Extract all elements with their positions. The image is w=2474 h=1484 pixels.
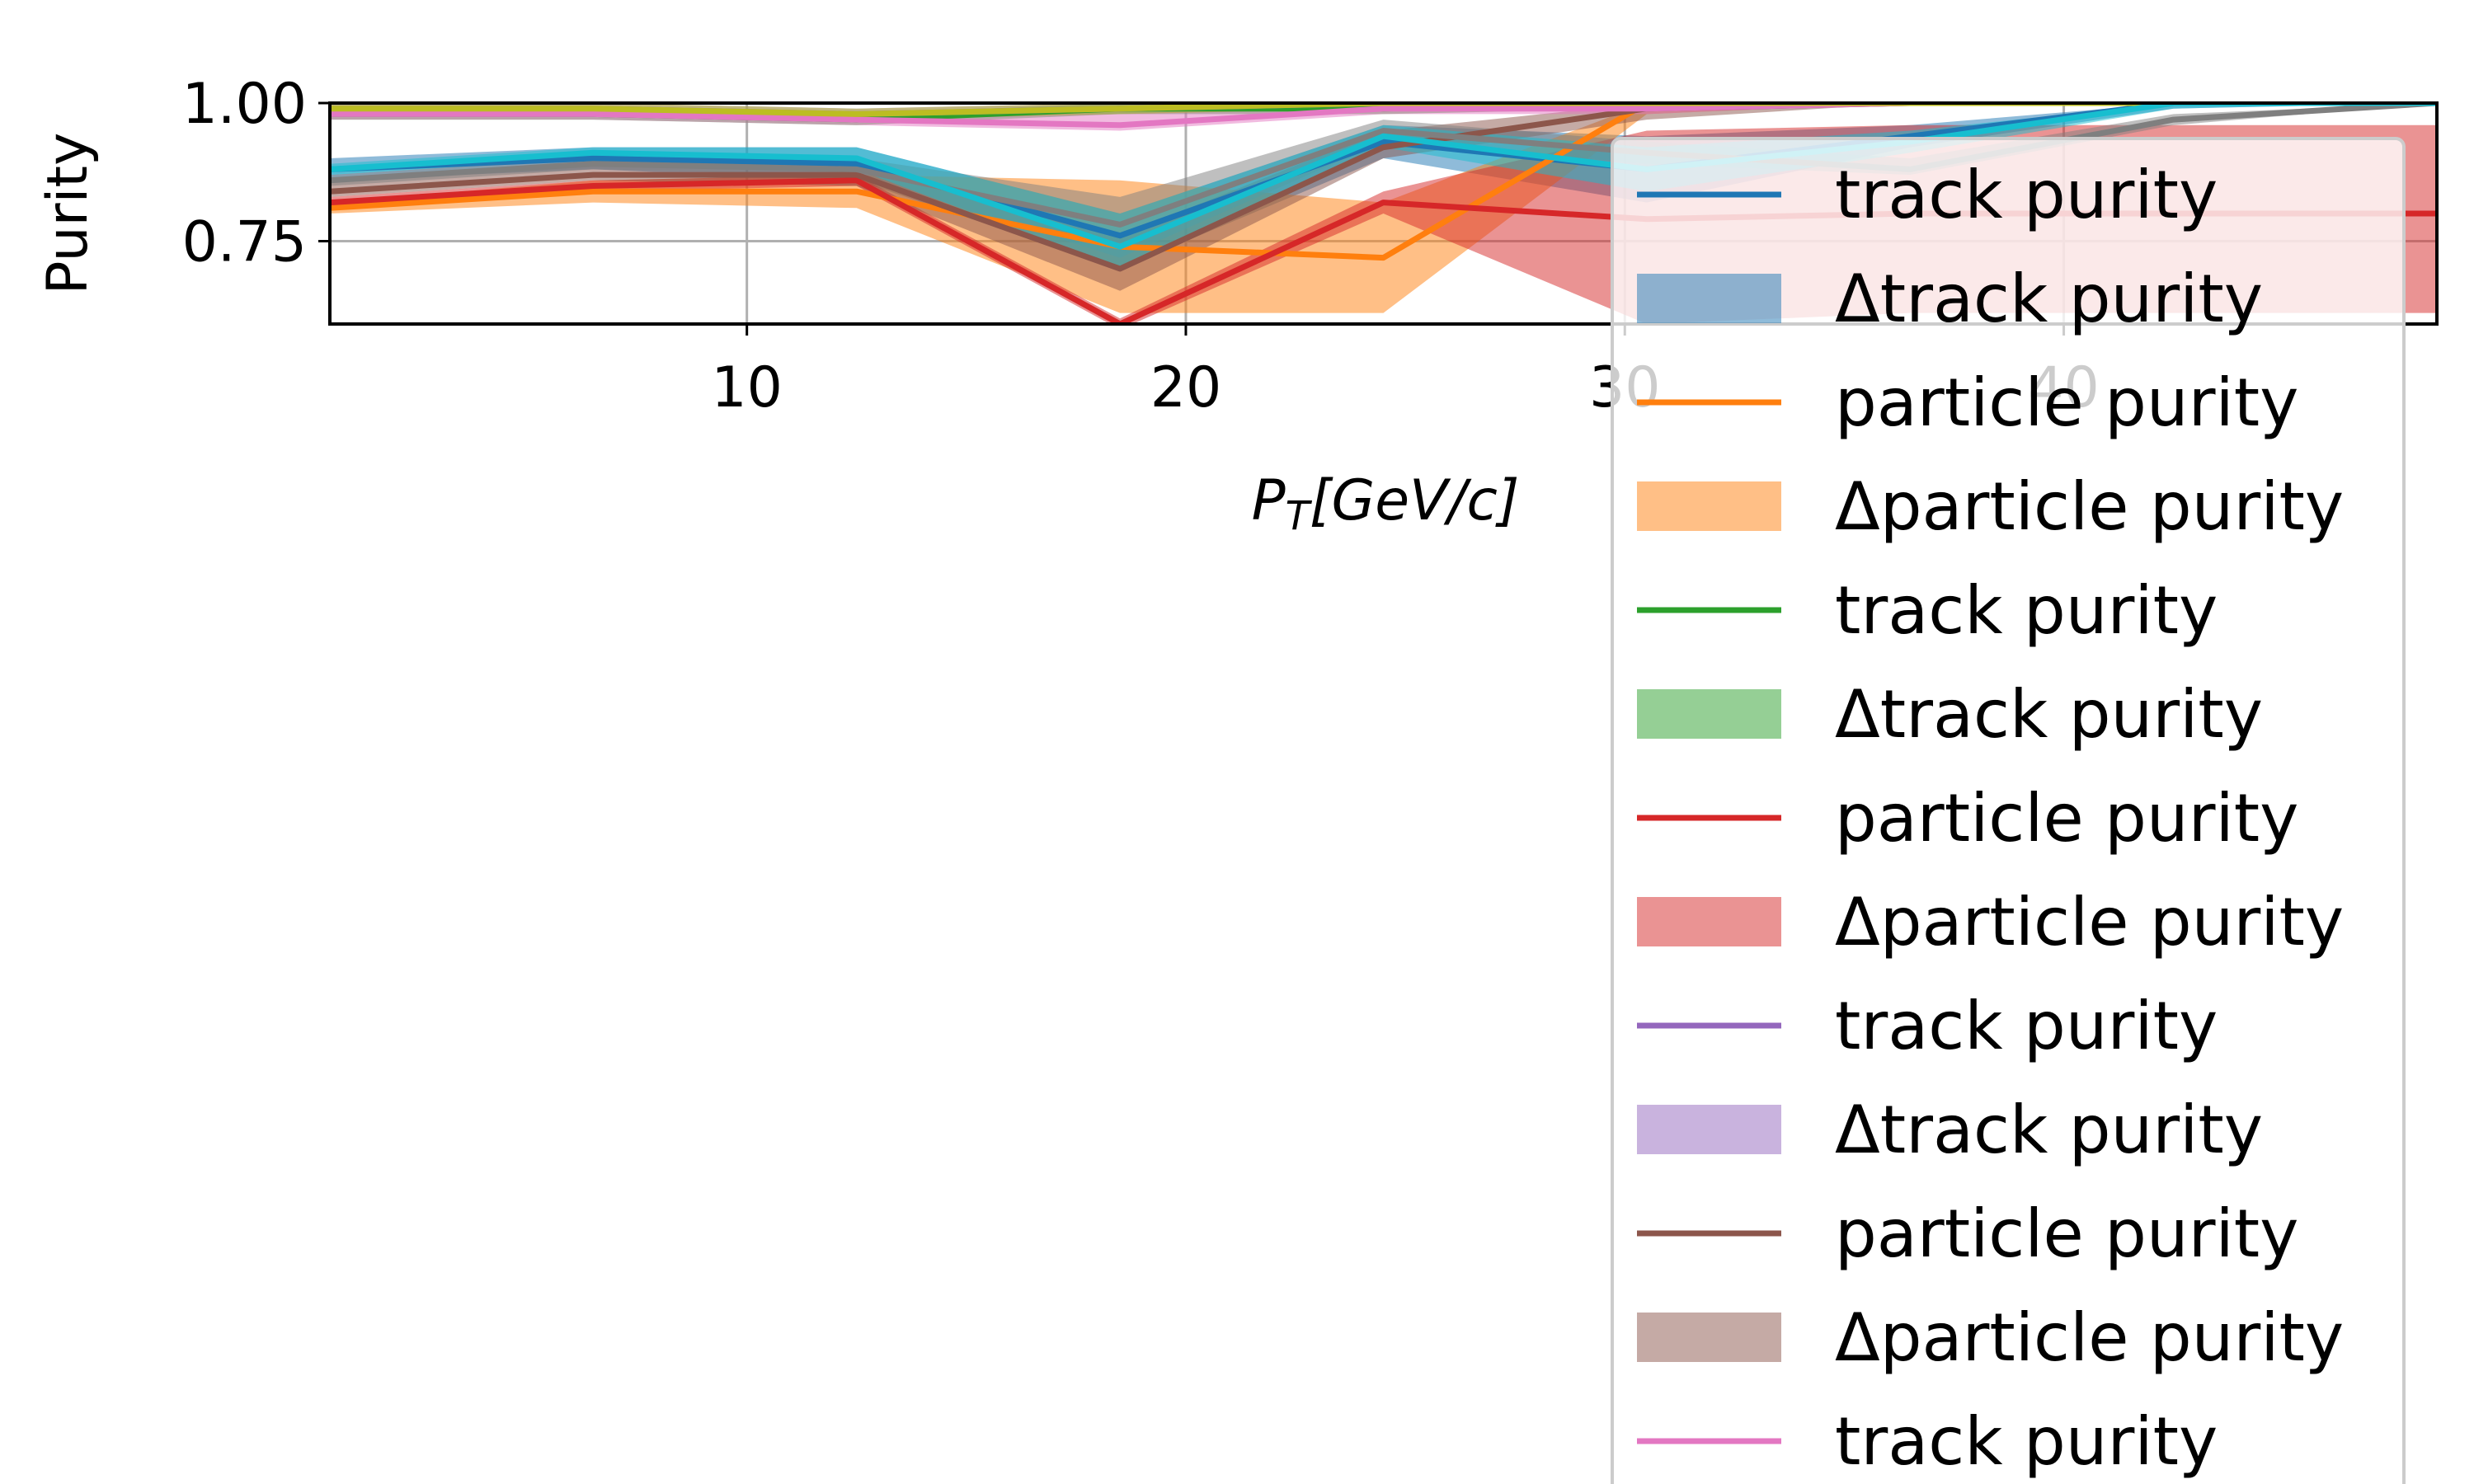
legend-label: particle purity <box>1835 1195 2298 1272</box>
legend-box <box>1611 137 2406 1484</box>
legend-label: track purity <box>1835 1403 2218 1480</box>
band-series-6 <box>330 103 2437 131</box>
legend-label: particle purity <box>1835 780 2298 857</box>
y-tick-label: 0.75 <box>182 210 307 275</box>
legend-patch-handle <box>1637 274 1781 323</box>
line-series-6 <box>330 103 2437 129</box>
x-axis-label: PT[GeV/c] <box>1252 468 1520 539</box>
y-axis-label: Purity <box>35 133 101 295</box>
legend-label: particle purity <box>1835 364 2298 441</box>
legend-patch-handle <box>1637 1105 1781 1154</box>
legend-label: track purity <box>1835 157 2218 233</box>
legend-patch-handle <box>1637 1313 1781 1362</box>
legend-patch-handle <box>1637 689 1781 739</box>
line-series-5 <box>330 103 2437 272</box>
y-tick-label: 1.00 <box>182 72 307 137</box>
legend-label: Δtrack purity <box>1835 1092 2263 1168</box>
line-series-7 <box>330 103 2437 228</box>
legend-label: Δtrack purity <box>1835 261 2263 337</box>
line-series-9 <box>330 103 2437 250</box>
legend-patch-handle <box>1637 481 1781 531</box>
legend-label: Δtrack purity <box>1835 676 2263 753</box>
x-axis-label-text: PT[GeV/c] <box>1252 468 1520 539</box>
x-tick-label: 10 <box>711 355 783 420</box>
legend-label: track purity <box>1835 988 2218 1064</box>
x-tick-label: 20 <box>1150 355 1222 420</box>
xlabel-subscript: T <box>1286 493 1313 539</box>
xlabel-rest: [GeV/c] <box>1310 468 1519 533</box>
plot-frame <box>328 101 2439 326</box>
legend: track purity Δtrack purity particle purity… <box>1611 137 2406 1484</box>
legend-label: Δparticle purity <box>1835 1299 2344 1376</box>
legend-label: track purity <box>1835 572 2218 649</box>
line-series-8 <box>330 103 2437 117</box>
legend-patch-handle <box>1637 897 1781 946</box>
legend-label: Δparticle purity <box>1835 468 2344 545</box>
line-series-1 <box>330 103 2437 261</box>
xlabel-p: P <box>1252 468 1286 533</box>
legend-label: Δparticle purity <box>1835 884 2344 960</box>
